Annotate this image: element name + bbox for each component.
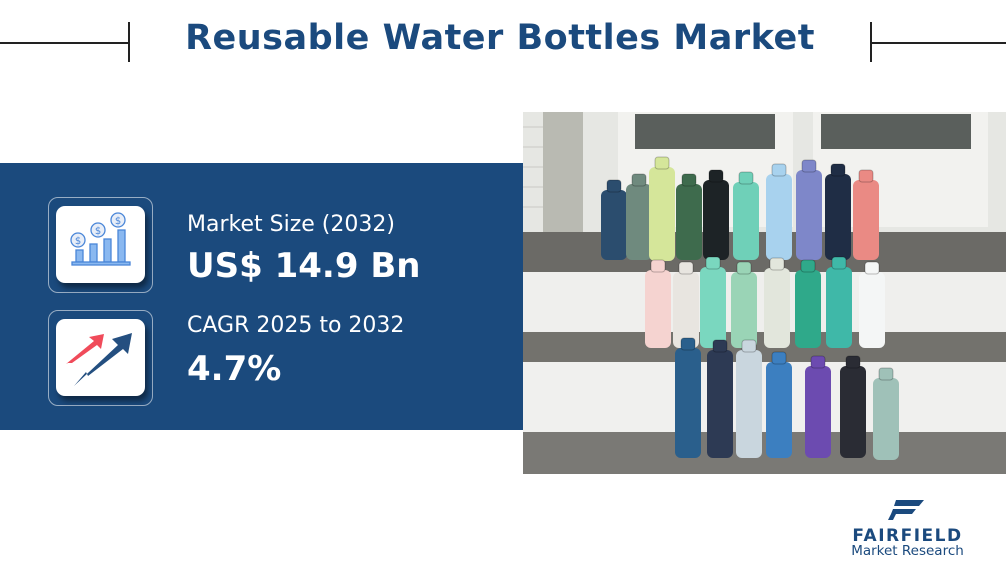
bottle-cap xyxy=(830,163,846,177)
bottle xyxy=(731,272,757,348)
money-bar-chart-icon: $ $ $ xyxy=(70,212,131,266)
logo-sub-text: Market Research xyxy=(851,543,964,559)
svg-text:$: $ xyxy=(75,236,81,247)
bottle xyxy=(873,378,899,460)
water-bottles-photo xyxy=(523,112,1006,474)
growth-arrows-icon xyxy=(66,333,132,386)
market-size-value: US$ 14.9 Bn xyxy=(187,246,421,286)
svg-text:$: $ xyxy=(95,226,101,237)
bottle xyxy=(676,184,702,260)
bottle-cap xyxy=(801,159,817,173)
stats-panel: $ $ $ Market Size (2032) US$ 14.9 Bn CAGR … xyxy=(0,163,523,430)
bottle-cap xyxy=(831,256,847,270)
bottle-cap xyxy=(864,261,880,275)
bottle-cap xyxy=(769,257,785,271)
bottle-cap xyxy=(681,173,697,187)
bottle xyxy=(736,350,762,458)
bottle xyxy=(649,167,675,261)
bottle-cap xyxy=(845,355,861,369)
bottle-cap xyxy=(738,171,754,185)
bottle-cap xyxy=(810,355,826,369)
bottle xyxy=(733,182,759,260)
bottle xyxy=(703,180,729,260)
title-rule-right xyxy=(870,42,1006,44)
bottle xyxy=(840,366,866,458)
bottle xyxy=(826,267,852,348)
bottle xyxy=(796,170,822,260)
title-rule-left xyxy=(0,42,129,44)
bottle-cap xyxy=(705,256,721,270)
bottle xyxy=(853,180,879,260)
bottle-cap xyxy=(654,156,670,170)
bottle xyxy=(626,184,652,260)
cagr-value: 4.7% xyxy=(187,349,282,389)
bottle xyxy=(645,270,671,348)
bottle xyxy=(673,272,699,348)
bottle xyxy=(764,268,790,348)
market-size-label: Market Size (2032) xyxy=(187,212,395,237)
bottle-cap xyxy=(800,259,816,273)
bottle xyxy=(805,366,831,458)
cagr-icon-box xyxy=(48,310,153,406)
bottle-cap xyxy=(878,367,894,381)
bottle xyxy=(859,272,885,348)
title-tick-left xyxy=(128,22,130,62)
bottle xyxy=(795,270,821,348)
page-title: Reusable Water Bottles Market xyxy=(185,18,815,58)
bottle xyxy=(825,174,851,260)
bottle-cap xyxy=(708,169,724,183)
bottle-cap xyxy=(650,259,666,273)
bottle-cap xyxy=(858,169,874,183)
bottle-cap xyxy=(606,179,622,193)
bottle xyxy=(766,174,792,260)
bottle xyxy=(675,348,701,458)
bottle xyxy=(700,267,726,348)
bottle xyxy=(601,190,627,260)
market-size-icon-box: $ $ $ xyxy=(48,197,153,293)
bottles-photo-illustration xyxy=(523,112,1006,474)
bottle-cap xyxy=(741,339,757,353)
bottle-cap xyxy=(771,163,787,177)
bottle xyxy=(707,350,733,458)
bottle xyxy=(766,362,792,458)
bottle-cap xyxy=(680,337,696,351)
fairfield-logo: FAIRFIELD Market Research xyxy=(845,498,970,559)
bottle-cap xyxy=(736,261,752,275)
logo-brand-text: FAIRFIELD xyxy=(852,526,963,546)
bottle-cap xyxy=(631,173,647,187)
fairfield-logo-mark xyxy=(887,500,924,520)
bottle-cap xyxy=(712,339,728,353)
svg-text:$: $ xyxy=(115,216,121,227)
bottle-cap xyxy=(771,351,787,365)
cagr-label: CAGR 2025 to 2032 xyxy=(187,313,405,338)
bottle-cap xyxy=(678,261,694,275)
